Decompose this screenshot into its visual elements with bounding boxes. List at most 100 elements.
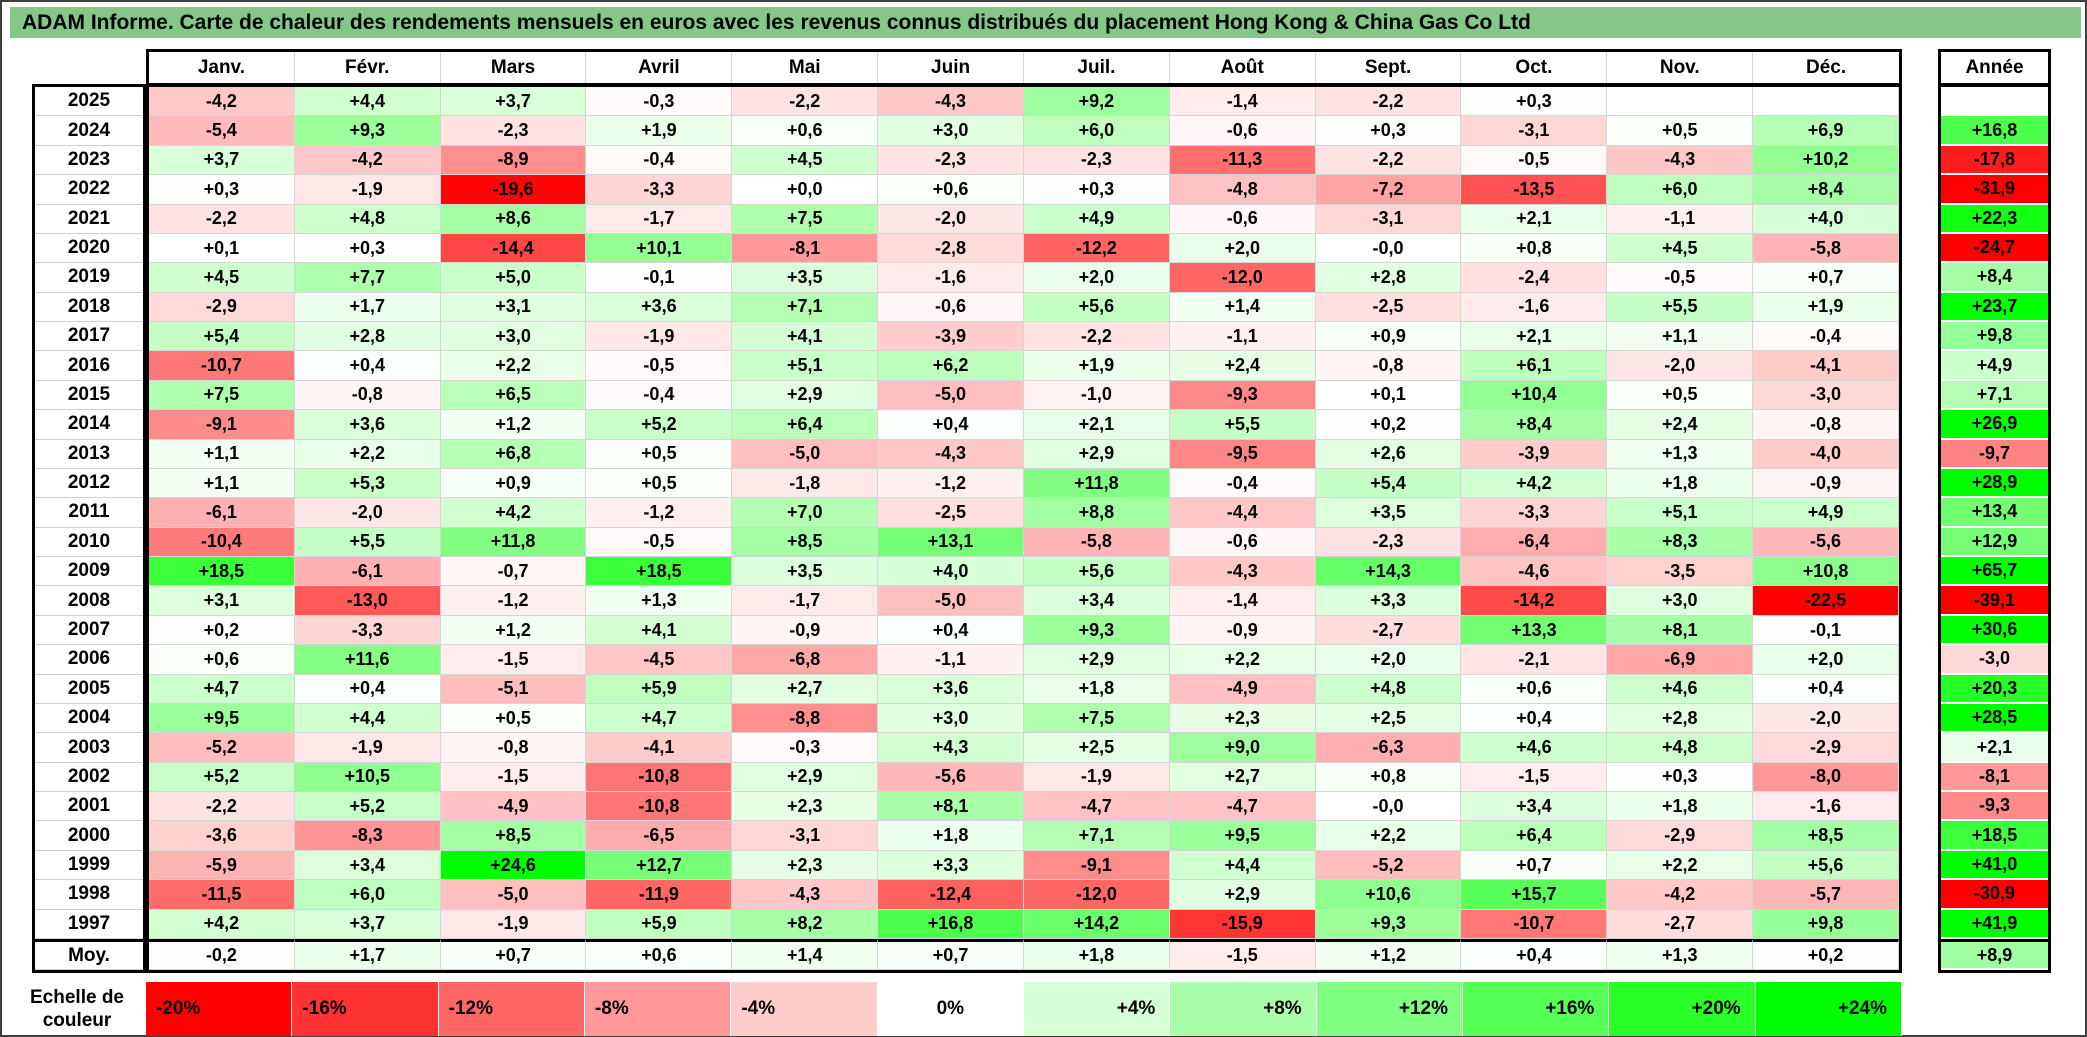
column-header: Juil. — [1024, 52, 1170, 83]
heatmap-cell: -1,7 — [732, 586, 879, 616]
heatmap-cell: -3,6 — [149, 821, 295, 851]
heatmap-cell: +7,1 — [1023, 821, 1170, 851]
heatmap-cell: +4,7 — [149, 674, 295, 704]
heatmap-cell: -11,5 — [149, 880, 295, 910]
heatmap-cell: +4,3 — [878, 733, 1024, 763]
heatmap-cell: +13,3 — [1461, 615, 1608, 646]
heatmap-cell: -2,9 — [1607, 821, 1754, 851]
heatmap-cell: +9,5 — [1169, 821, 1316, 851]
heatmap-cell: -3,9 — [878, 322, 1024, 352]
heatmap-cell: -10,8 — [586, 792, 733, 822]
heatmap-cell: +2,5 — [1315, 703, 1462, 734]
row-year-label: 2024 — [35, 116, 143, 146]
heatmap-cell: +5,2 — [586, 410, 733, 440]
annual-cell: +26,9 — [1941, 410, 2048, 440]
heatmap-cell: -4,3 — [732, 880, 879, 910]
heatmap-cell: -0,4 — [1169, 468, 1316, 499]
scale-cell: +8% — [1170, 982, 1317, 1036]
heatmap-cell: +0,2 — [1315, 410, 1462, 440]
heatmap-cell: +0,5 — [440, 703, 587, 734]
heatmap-cell: +3,7 — [294, 909, 441, 939]
heatmap-cell: +4,0 — [878, 557, 1024, 587]
heatmap-cell: -2,0 — [294, 498, 441, 528]
heatmap-cell: +1,1 — [149, 439, 295, 469]
heatmap-cell: -7,2 — [1315, 175, 1462, 205]
heatmap-cell: +0,5 — [1607, 380, 1754, 411]
heatmap-cell: -0,5 — [586, 351, 733, 381]
scale-cell: +12% — [1316, 982, 1463, 1036]
heatmap-cell: +0,3 — [294, 233, 441, 264]
heatmap-cell: -14,2 — [1461, 586, 1608, 616]
heatmap-cell: +9,5 — [149, 703, 295, 734]
heatmap-cell: +3,3 — [878, 850, 1024, 881]
row-year-label: 1997 — [35, 910, 143, 939]
heatmap-cell: -0,6 — [1169, 116, 1316, 146]
heatmap-cell: -5,0 — [878, 586, 1024, 616]
heatmap-cell: +0,8 — [1461, 233, 1608, 264]
average-cell: -1,5 — [1169, 939, 1316, 970]
heatmap-cell: -6,4 — [1461, 527, 1608, 558]
heatmap-cell: -5,1 — [440, 674, 587, 704]
heatmap-cell: +2,3 — [732, 850, 879, 881]
heatmap-cell: +3,0 — [878, 703, 1024, 734]
heatmap-cell: +2,0 — [1169, 233, 1316, 264]
row-year-label: 2002 — [35, 763, 143, 793]
heatmap-cell — [1607, 87, 1754, 117]
heatmap-cell: -10,7 — [149, 351, 295, 381]
heatmap-cell: -10,8 — [586, 762, 733, 793]
heatmap-cell: +1,8 — [1023, 674, 1170, 704]
heatmap-cell: +0,7 — [1753, 263, 1899, 293]
annual-cell: +65,7 — [1941, 557, 2048, 587]
heatmap-cell: +2,8 — [1607, 703, 1754, 734]
heatmap-cell: +24,6 — [440, 850, 587, 881]
heatmap-cell: +1,7 — [294, 292, 441, 323]
row-year-label: 2025 — [35, 87, 143, 117]
row-year-label: 2000 — [35, 821, 143, 851]
heatmap-cell: -4,2 — [1607, 880, 1754, 910]
annual-column: +16,8 -17,8 -31,9 +22,3 -24,7 +8,4 +23,7 +9,8 +4… — [1938, 84, 2051, 973]
heatmap-cell: +10,1 — [586, 233, 733, 264]
annual-cell: +2,1 — [1941, 733, 2048, 763]
heatmap-cell: +4,1 — [732, 322, 879, 352]
heatmap-cell: -8,1 — [732, 233, 879, 264]
heatmap-cell: -9,1 — [1023, 850, 1170, 881]
heatmap-cell: -9,3 — [1169, 380, 1316, 411]
year-label-column: 2025 2024 2023 2022 2021 2020 2019 2018 2017 2016… — [32, 84, 146, 973]
annual-cell: -31,9 — [1941, 175, 2048, 205]
heatmap-cell: -0,8 — [1315, 351, 1462, 381]
heatmap-cell: +5,1 — [732, 351, 879, 381]
annual-cell: -8,1 — [1941, 762, 2048, 793]
heatmap-cell: +0,2 — [149, 615, 295, 646]
heatmap-cell: +0,6 — [878, 175, 1024, 205]
row-year-label: 2016 — [35, 351, 143, 381]
row-year-label: 2008 — [35, 586, 143, 616]
heatmap-cell: +2,0 — [1315, 645, 1462, 675]
month-header-row: Janv. Févr. Mars Avril Mai Juin Juil. Août Sept.… — [146, 49, 1902, 86]
heatmap-cell: -1,1 — [1607, 204, 1754, 234]
heatmap-cell: +2,9 — [1169, 880, 1316, 910]
heatmap-cell: +4,4 — [294, 87, 441, 117]
heatmap-cell: -0,1 — [586, 263, 733, 293]
heatmap-cell: -2,2 — [1315, 145, 1462, 176]
color-scale-strip: -20% -16% -12% -8% -4% 0% +4% +8% +12% +16% +20% +2… — [146, 982, 1902, 1036]
heatmap-cell: -1,9 — [294, 175, 441, 205]
heatmap-cell: -1,9 — [1023, 762, 1170, 793]
heatmap-cell: -0,8 — [294, 380, 441, 411]
heatmap-cell: +4,4 — [1169, 850, 1316, 881]
heatmap-cell: +8,4 — [1753, 175, 1899, 205]
heatmap-cell: +1,1 — [1607, 322, 1754, 352]
column-header: Avril — [586, 52, 733, 83]
heatmap-cell: +4,1 — [586, 615, 733, 646]
heatmap-cell: -13,5 — [1461, 175, 1608, 205]
heatmap-cell: +9,3 — [294, 116, 441, 146]
heatmap-cell: -8,8 — [732, 703, 879, 734]
heatmap-cell: -0,4 — [586, 145, 733, 176]
heatmap-cell: +6,8 — [440, 439, 587, 469]
heatmap-cell: -1,6 — [1461, 292, 1608, 323]
heatmap-cell: +9,3 — [1315, 909, 1462, 939]
heatmap-cell: +5,6 — [1753, 850, 1899, 881]
heatmap-cell: +2,1 — [1461, 322, 1608, 352]
heatmap-cell: +8,1 — [1607, 615, 1754, 646]
heatmap-cell: -3,1 — [1461, 116, 1608, 146]
heatmap-cell: +0,3 — [1315, 116, 1462, 146]
